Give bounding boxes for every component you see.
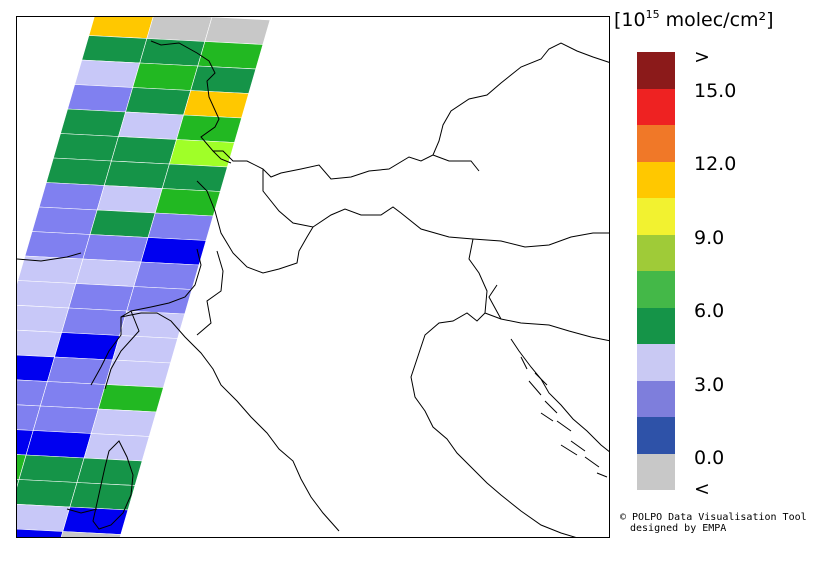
country-borders [17,40,609,537]
tick-label: 0.0 [694,447,725,469]
swath-pixel [176,114,242,143]
swath-pixel [52,133,119,162]
swath-pixel [17,329,63,358]
swath-pixel [154,188,221,217]
credit-line: designed by EMPA [630,523,727,534]
satellite-swath [17,17,271,537]
swath-pixel [61,307,128,336]
swath-pixel [32,405,99,434]
swath-pixel [39,381,106,410]
scale-swatch [637,161,675,198]
scale-swatch [637,344,675,381]
swath-pixel [17,305,70,333]
swath-pixel [75,258,142,287]
swath-pixel [38,182,105,211]
swath-pixel [125,87,192,116]
tick-label: < [694,478,710,500]
swath-pixel [96,185,163,214]
swath-pixel [140,237,207,266]
swath-pixel [133,261,200,290]
legend-unit-title: [1015 molec/cm²] [614,8,774,31]
scale-swatch [637,453,675,490]
swath-pixel [146,17,213,42]
swath-pixel [161,163,228,192]
scale-swatch [637,307,675,344]
swath-pixel [17,503,71,532]
swath-pixel [17,528,64,537]
scale-swatch [637,88,675,125]
swath-pixel [105,359,171,388]
scale-swatch [637,271,675,308]
scale-swatch [637,198,675,235]
swath-pixel [60,108,126,137]
tick-label: > [694,46,710,68]
swath-pixel [190,65,257,94]
swath-pixel [69,482,136,511]
swath-pixel [147,212,214,241]
swath-pixel [47,356,113,385]
tick-label: 9.0 [694,227,725,249]
map-canvas [17,17,609,537]
swath-pixel [97,384,164,413]
tick-label: 15.0 [694,80,737,102]
credit-text: © POLPO Data Visualisation Tool designed … [620,512,807,534]
swath-pixel [31,206,98,235]
swath-pixel [54,332,121,361]
swath-pixel [103,160,170,189]
tick-label: 12.0 [694,153,737,175]
swath-pixel [83,433,150,462]
tick-label: 3.0 [694,374,725,396]
swath-pixel [17,479,78,508]
swath-pixel [82,234,149,263]
swath-pixel [45,157,112,186]
swath-pixel [74,59,141,88]
map-panel [16,16,610,538]
scale-swatch [637,52,675,89]
swath-pixel [110,136,177,165]
swath-pixel [67,84,134,113]
swath-pixel [68,283,135,312]
swath-pixel [89,209,156,238]
swath-pixel [18,454,85,483]
swath-pixel [24,231,91,260]
swath-pixel [81,35,148,64]
swath-pixel [88,17,154,39]
scale-swatch [637,417,675,454]
color-scale [637,52,675,490]
swath-pixel [118,111,184,140]
tick-label: 6.0 [694,300,725,322]
swath-pixel [60,531,122,537]
scale-swatch [637,234,675,271]
swath-pixel [17,280,77,309]
swath-pixel [204,17,271,45]
credit-line: © POLPO Data Visualisation Tool [620,512,807,523]
swath-pixel [25,430,92,459]
scale-swatch [637,380,675,417]
swath-pixel [132,62,199,91]
scale-swatch [637,125,675,162]
swath-pixel [197,41,264,70]
swath-pixel [90,408,157,437]
